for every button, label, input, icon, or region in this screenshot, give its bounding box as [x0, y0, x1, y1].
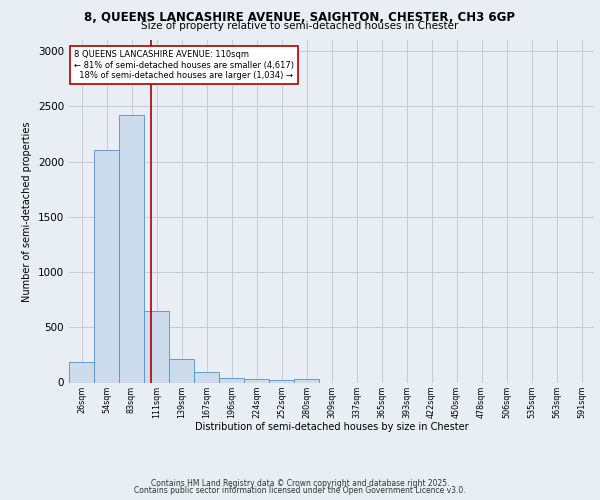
Bar — [194, 372, 219, 382]
X-axis label: Distribution of semi-detached houses by size in Chester: Distribution of semi-detached houses by … — [194, 422, 469, 432]
Y-axis label: Number of semi-detached properties: Number of semi-detached properties — [22, 121, 32, 302]
Bar — [119, 115, 144, 382]
Bar — [244, 378, 269, 382]
Bar — [144, 310, 169, 382]
Bar — [69, 362, 94, 382]
Text: 8, QUEENS LANCASHIRE AVENUE, SAIGHTON, CHESTER, CH3 6GP: 8, QUEENS LANCASHIRE AVENUE, SAIGHTON, C… — [85, 11, 515, 24]
Bar — [269, 380, 294, 382]
Bar — [94, 150, 119, 382]
Bar — [219, 378, 244, 382]
Bar — [294, 379, 319, 382]
Bar — [169, 360, 194, 382]
Text: Size of property relative to semi-detached houses in Chester: Size of property relative to semi-detach… — [142, 21, 458, 31]
Text: Contains public sector information licensed under the Open Government Licence v3: Contains public sector information licen… — [134, 486, 466, 495]
Text: Contains HM Land Registry data © Crown copyright and database right 2025.: Contains HM Land Registry data © Crown c… — [151, 478, 449, 488]
Text: 8 QUEENS LANCASHIRE AVENUE: 110sqm
← 81% of semi-detached houses are smaller (4,: 8 QUEENS LANCASHIRE AVENUE: 110sqm ← 81%… — [74, 50, 294, 80]
